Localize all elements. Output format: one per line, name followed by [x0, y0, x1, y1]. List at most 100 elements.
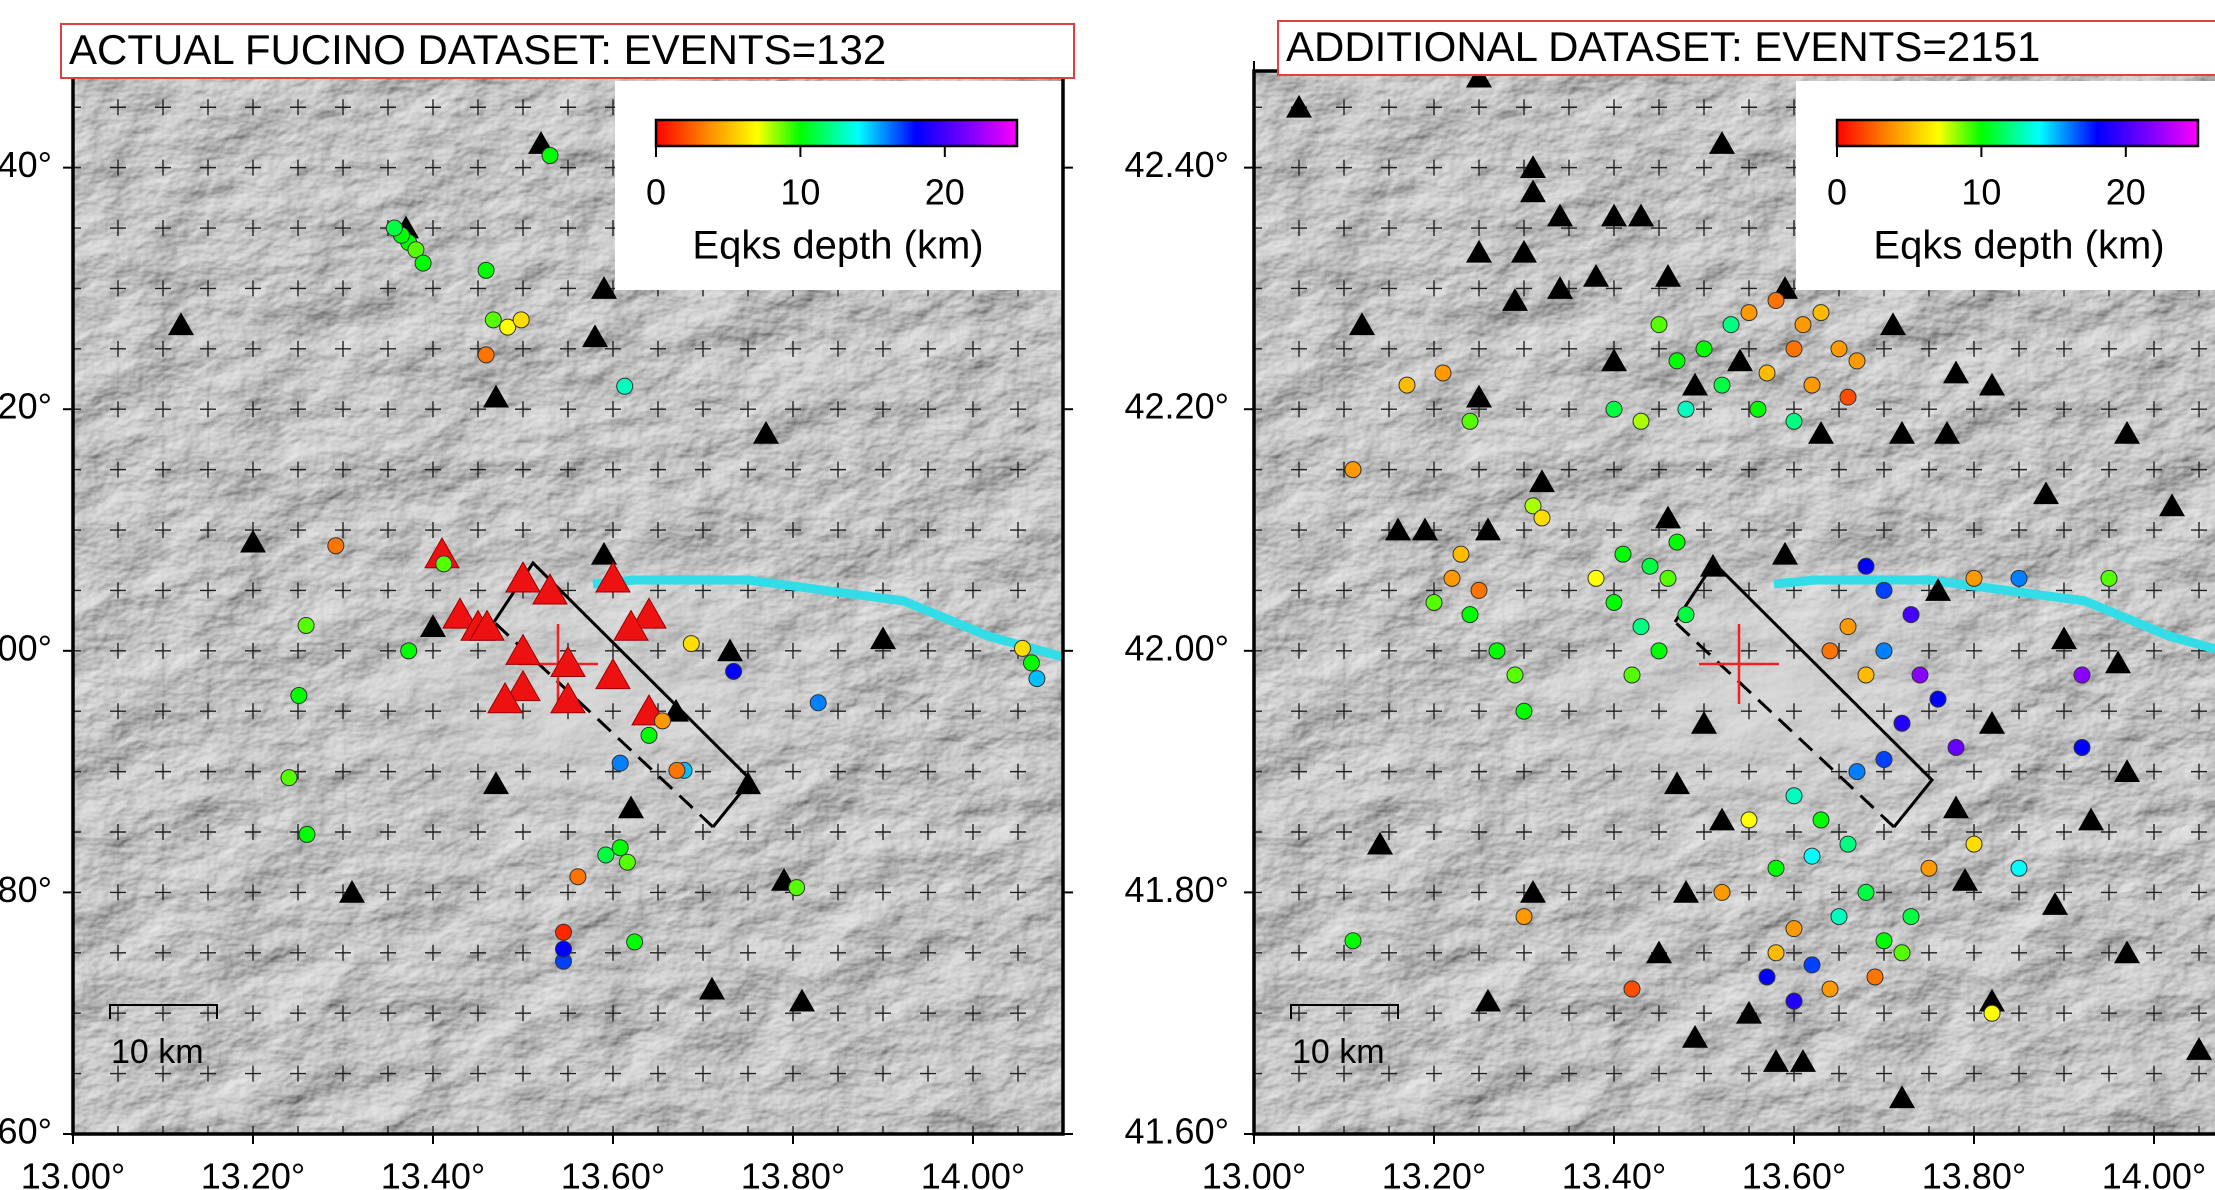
earthquake: [1651, 643, 1667, 659]
earthquake: [1029, 671, 1045, 687]
figure: 0 10 20 Eqks depth (km) 10 km 13.00° 13.20° 13.…: [0, 0, 2215, 1190]
map-content: 01020Eqks depth (km)10 km: [1246, 65, 2215, 1142]
earthquake: [1903, 909, 1919, 925]
earthquake: [1768, 293, 1784, 309]
colorbar-tick-label: 20: [2106, 172, 2146, 213]
earthquake: [1606, 401, 1622, 417]
earthquake: [1534, 510, 1550, 526]
colorbar-tick-label: 20: [925, 172, 965, 213]
earthquake: [1669, 353, 1685, 369]
colorbar-tick-label: 0: [646, 172, 666, 213]
earthquake: [2101, 570, 2117, 586]
earthquake: [1723, 317, 1739, 333]
earthquake: [1966, 836, 1982, 852]
earthquake: [726, 663, 742, 679]
colorbar: [656, 120, 1017, 146]
earthquake: [1678, 401, 1694, 417]
earthquake: [1921, 860, 1937, 876]
map-panel: 01020Eqks depth (km)10 km13.00°13.20°13.…: [0, 61, 1073, 1190]
earthquake: [1876, 643, 1892, 659]
earthquake: [1615, 546, 1631, 562]
earthquake: [1813, 812, 1829, 828]
earthquake: [1660, 570, 1676, 586]
colorbar-tick-label: 10: [780, 172, 820, 213]
earthquake: [1453, 546, 1469, 562]
x-tick-label: 13.00°: [1202, 1156, 1306, 1190]
earthquake: [1786, 921, 1802, 937]
earthquake: [478, 347, 494, 363]
earthquake: [1426, 595, 1442, 611]
earthquake: [1714, 884, 1730, 900]
fucino-plain: [333, 521, 853, 861]
earthquake: [542, 148, 558, 164]
y-tick-label: 60°: [0, 1111, 52, 1152]
earthquake: [1642, 558, 1658, 574]
earthquake: [617, 378, 633, 394]
y-tick-label: 42.00°: [1125, 627, 1229, 668]
earthquake: [669, 762, 685, 778]
earthquake: [1507, 667, 1523, 683]
y-tick-label: 80°: [0, 869, 52, 910]
earthquake: [1345, 462, 1361, 478]
earthquake: [2011, 860, 2027, 876]
earthquake: [1894, 715, 1910, 731]
x-tick-label: 13.20°: [1382, 1156, 1486, 1190]
earthquake: [1696, 341, 1712, 357]
earthquake: [281, 770, 297, 786]
earthquake: [1435, 365, 1451, 381]
earthquake: [1840, 389, 1856, 405]
scale-label: 10 km: [111, 1033, 204, 1071]
earthquake: [1795, 317, 1811, 333]
earthquake: [1633, 619, 1649, 635]
x-tick-label: 13.20°: [201, 1156, 305, 1190]
earthquake: [556, 941, 572, 957]
earthquake: [478, 262, 494, 278]
earthquake: [1822, 643, 1838, 659]
earthquake: [2074, 739, 2090, 755]
earthquake: [1858, 558, 1874, 574]
earthquake: [1876, 752, 1892, 768]
earthquake: [1966, 570, 1982, 586]
earthquake: [2074, 667, 2090, 683]
earthquake: [789, 880, 805, 896]
earthquake: [1804, 848, 1820, 864]
earthquake: [1948, 739, 1964, 755]
earthquake: [1669, 534, 1685, 550]
earthquake: [1831, 909, 1847, 925]
earthquake: [2011, 570, 2027, 586]
earthquake: [1786, 413, 1802, 429]
map-content: 0 10 20 Eqks depth (km) 10 km: [65, 71, 1063, 1142]
earthquake: [1462, 607, 1478, 623]
earthquake: [556, 924, 572, 940]
earthquake: [1840, 836, 1856, 852]
x-tick-label: 14.00°: [2102, 1156, 2206, 1190]
earthquake: [1741, 812, 1757, 828]
colorbar-label: Eqks depth (km): [692, 224, 983, 268]
earthquake: [1759, 365, 1775, 381]
earthquake: [1894, 945, 1910, 961]
earthquake: [415, 255, 431, 271]
earthquake: [1444, 570, 1460, 586]
earthquake: [1876, 582, 1892, 598]
x-tick-label: 13.60°: [561, 1156, 665, 1190]
y-tick-label: 41.60°: [1125, 1111, 1229, 1152]
earthquake: [1912, 667, 1928, 683]
x-tick-label: 13.40°: [1562, 1156, 1666, 1190]
earthquake: [810, 695, 826, 711]
colorbar-tick-label: 0: [1827, 172, 1847, 213]
earthquake: [1768, 945, 1784, 961]
colorbar-tick-label: 10: [1961, 172, 2001, 213]
earthquake: [1840, 619, 1856, 635]
earthquake: [1930, 691, 1946, 707]
earthquake: [1345, 933, 1361, 949]
earthquake: [1750, 401, 1766, 417]
earthquake: [386, 220, 402, 236]
earthquake: [436, 556, 452, 572]
earthquake: [1903, 607, 1919, 623]
x-tick-label: 14.00°: [921, 1156, 1025, 1190]
earthquake: [598, 847, 614, 863]
earthquake: [1786, 341, 1802, 357]
colorbar-label: Eqks depth (km): [1873, 224, 2164, 268]
earthquake: [1024, 655, 1040, 671]
earthquake: [1516, 703, 1532, 719]
